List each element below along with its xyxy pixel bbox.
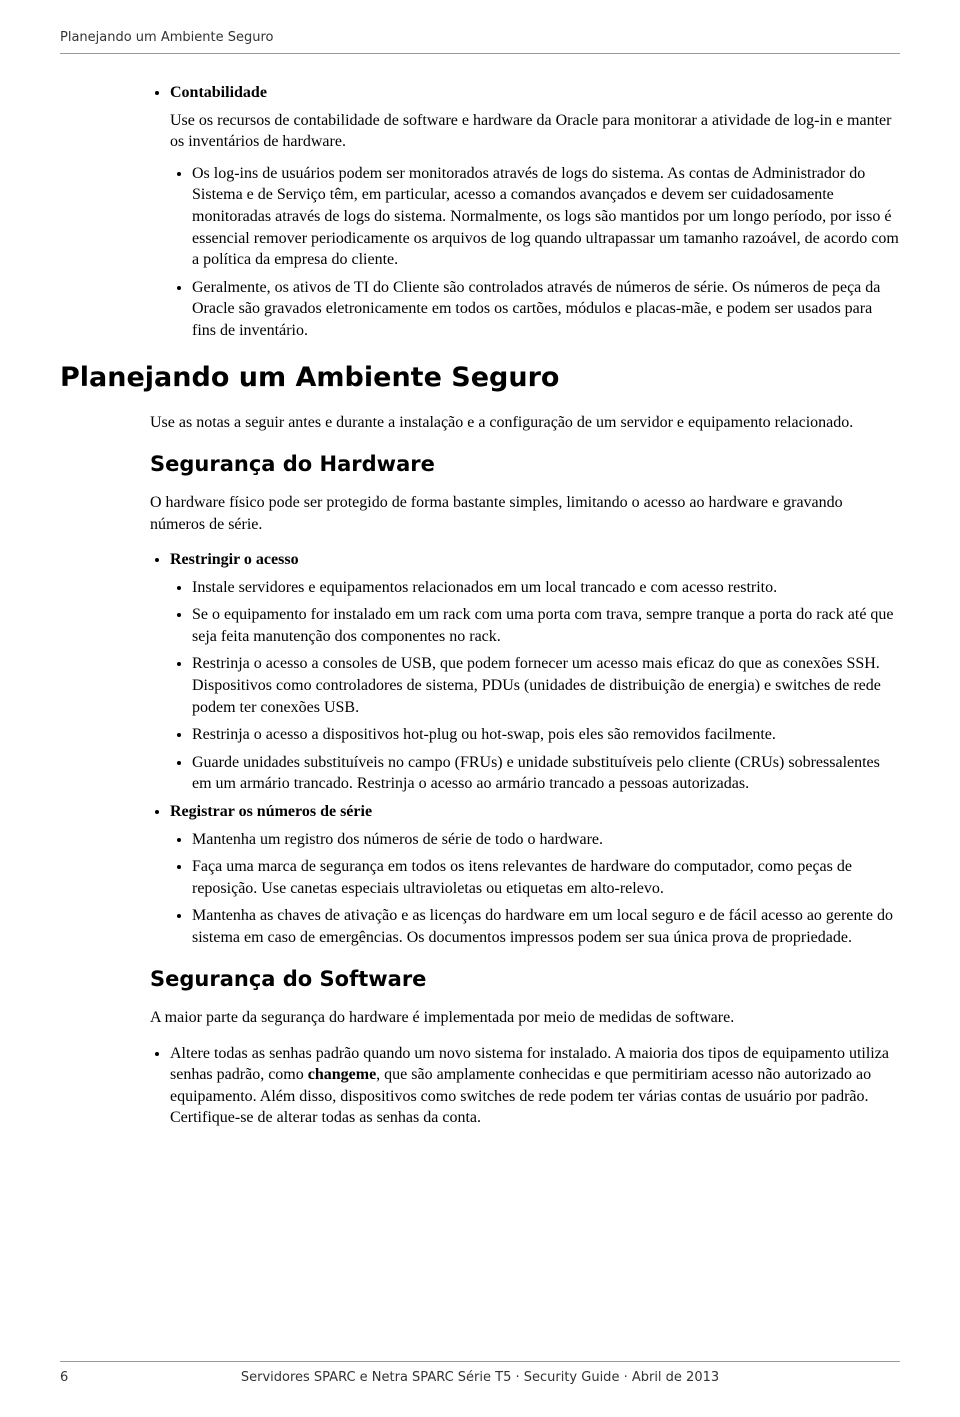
restrict-item-2: Se o equipamento for instalado em um rac… — [192, 604, 900, 647]
software-list: Altere todas as senhas padrão quando um … — [150, 1043, 900, 1129]
footer-row: 6 Servidores SPARC e Netra SPARC Série T… — [60, 1370, 900, 1385]
restrict-item-3: Restrinja o acesso a consoles de USB, qu… — [192, 653, 900, 718]
para-hardware: O hardware físico pode ser protegido de … — [150, 492, 900, 535]
heading-hardware: Segurança do Hardware — [150, 450, 900, 478]
page-footer: 6 Servidores SPARC e Netra SPARC Série T… — [0, 1361, 960, 1385]
software-item-1: Altere todas as senhas padrão quando um … — [170, 1043, 900, 1129]
footer-center-text: Servidores SPARC e Netra SPARC Série T5 … — [90, 1370, 870, 1385]
content: Contabilidade Use os recursos de contabi… — [60, 82, 900, 1129]
intro-paragraph: Use as notas a seguir antes e durante a … — [150, 412, 900, 434]
restrict-item-4: Restrinja o acesso a dispositivos hot-pl… — [192, 724, 900, 746]
serial-item-3: Mantenha as chaves de ativação e as lice… — [192, 905, 900, 948]
para-contabilidade: Use os recursos de contabilidade de soft… — [170, 110, 900, 153]
item-serial-numbers: Registrar os números de série Mantenha u… — [170, 801, 900, 949]
section-body: Use as notas a seguir antes e durante a … — [60, 412, 900, 1129]
page: Planejando um Ambiente Seguro Contabilid… — [0, 0, 960, 1417]
term-contabilidade: Contabilidade — [170, 84, 267, 101]
restrict-item-1: Instale servidores e equipamentos relaci… — [192, 577, 900, 599]
serial-item-2: Faça uma marca de segurança em todos os … — [192, 856, 900, 899]
top-rule — [60, 53, 900, 54]
sublist-contabilidade: Os log-ins de usuários podem ser monitor… — [170, 163, 900, 342]
serial-sublist: Mantenha um registro dos números de séri… — [170, 829, 900, 949]
label-serial-numbers: Registrar os números de série — [170, 803, 372, 820]
page-number: 6 — [60, 1370, 90, 1385]
sw1-bold: changeme — [308, 1066, 376, 1083]
top-bullet-list: Contabilidade Use os recursos de contabi… — [60, 82, 900, 342]
sub-bullet-ativos: Geralmente, os ativos de TI do Cliente s… — [192, 277, 900, 342]
para-software: A maior parte da segurança do hardware é… — [150, 1007, 900, 1029]
hardware-list: Restringir o acesso Instale servidores e… — [150, 549, 900, 949]
label-restrict-access: Restringir o acesso — [170, 551, 299, 568]
restrict-sublist: Instale servidores e equipamentos relaci… — [170, 577, 900, 795]
heading-software: Segurança do Software — [150, 965, 900, 993]
running-head: Planejando um Ambiente Seguro — [60, 30, 900, 45]
serial-item-1: Mantenha um registro dos números de séri… — [192, 829, 900, 851]
restrict-item-5: Guarde unidades substituíveis no campo (… — [192, 752, 900, 795]
section-heading: Planejando um Ambiente Seguro — [60, 360, 900, 396]
item-restrict-access: Restringir o acesso Instale servidores e… — [170, 549, 900, 795]
footer-rule — [60, 1361, 900, 1362]
sub-bullet-logs: Os log-ins de usuários podem ser monitor… — [192, 163, 900, 271]
list-item-contabilidade: Contabilidade Use os recursos de contabi… — [170, 82, 900, 342]
